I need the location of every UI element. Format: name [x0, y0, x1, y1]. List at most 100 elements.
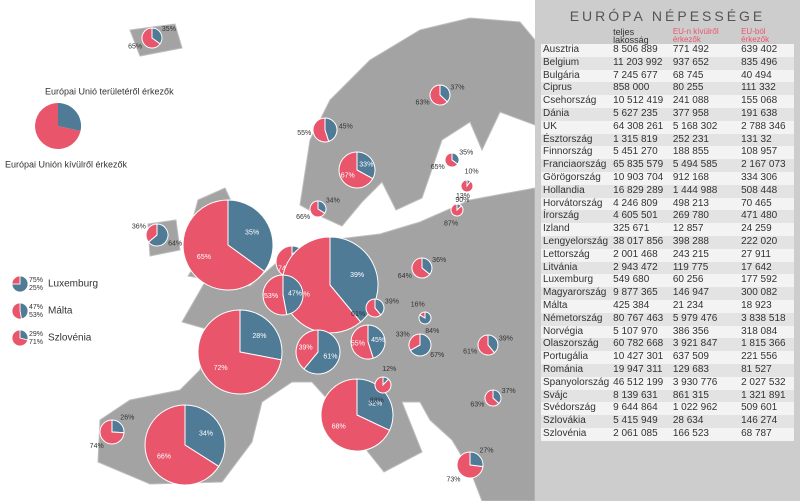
pie-slice [365, 298, 382, 318]
table-cell: 10 427 301 [613, 351, 664, 363]
table-cell: 5 415 949 [613, 415, 658, 427]
key-label: Luxemburg [48, 279, 98, 290]
table-row: Bulgária 7 245 677 68 745 40 494 [541, 69, 794, 83]
pie-label: 66% [296, 214, 310, 221]
table-cell: Észtország [543, 133, 593, 145]
pie-label: 39% [350, 272, 364, 279]
pie-slice [350, 324, 374, 360]
pie-label: 61% [463, 348, 477, 355]
table-cell: 1 315 819 [613, 133, 658, 145]
table-cell: 60 256 [672, 274, 704, 286]
table-cell: 3 930 776 [672, 376, 718, 388]
pie-label: 39% [385, 299, 399, 306]
table-cell: 177 592 [741, 274, 778, 286]
table-cell: 166 523 [672, 427, 709, 439]
table-cell: 4 605 501 [613, 210, 658, 222]
table-cell: Spanyolország [543, 376, 610, 388]
pie-label: 65% [431, 164, 445, 171]
legend-label: Európai Unión kívülről érkezők [5, 159, 128, 169]
table-cell: Belgium [543, 56, 580, 68]
table-row: Ciprus 858 000 80 255 111 332 [541, 82, 794, 96]
table-cell: 5 107 970 [613, 325, 658, 337]
pie-label: 71% [29, 339, 43, 346]
table-cell: 5 451 270 [613, 146, 658, 158]
table-cell: 81 527 [741, 363, 772, 375]
pie-slice [11, 302, 22, 320]
table-cell: 243 215 [672, 248, 709, 260]
table-cell: 858 000 [613, 82, 650, 94]
pie-slice [477, 334, 496, 356]
table: teljes lakosság EU-n kívülről érkezők EU… [541, 24, 794, 441]
pie-label: 25% [29, 285, 43, 292]
table-cell: 398 288 [672, 235, 709, 247]
pie-slice [11, 329, 29, 347]
table-row: Luxemburg 549 680 60 256 177 592 [541, 274, 794, 288]
pie-label: 88% [370, 398, 384, 405]
table-cell: 80 255 [672, 82, 704, 94]
table-row: Csehország 10 512 419 241 088 155 068 [541, 95, 794, 108]
table-cell: 835 496 [741, 56, 778, 68]
pie-label: 37% [502, 388, 516, 395]
table-cell: 8 139 631 [613, 389, 658, 401]
pie-slice [145, 223, 158, 243]
pie-slice [429, 84, 448, 106]
pie-label: 64% [168, 240, 182, 247]
table-cell: Görögország [543, 171, 601, 183]
pie-slice [295, 329, 319, 370]
pie-label: 37% [450, 84, 464, 91]
pie-label: 36% [132, 223, 146, 230]
table-row: Görögország 10 903 704 912 168 334 306 [541, 171, 794, 185]
header-row: teljes lakosság EU-n kívülről érkezők EU… [541, 24, 794, 45]
table-cell: 129 683 [672, 363, 709, 375]
table-cell: 222 020 [741, 235, 778, 247]
table-row: Magyarország 9 877 365 146 947 300 082 [541, 287, 794, 300]
pie-label: 36% [432, 257, 446, 264]
table-cell: Litvánia [543, 261, 578, 273]
pie-label: 87% [444, 221, 458, 228]
table-cell: 111 332 [741, 82, 776, 94]
table-cell: 2 943 472 [613, 261, 658, 273]
pie-label: 55% [351, 340, 365, 347]
table-row: Portugália 10 427 301 637 509 221 556 [541, 351, 794, 364]
table-cell: 549 680 [613, 274, 650, 286]
pie-label: 63% [470, 402, 484, 409]
pie-label: 45% [371, 337, 385, 344]
table-row: Franciaország 65 835 579 5 494 585 2 167 07… [541, 159, 794, 172]
table-cell: 7 245 677 [613, 69, 658, 81]
pie-label: 16% [411, 302, 425, 309]
pie-slice [239, 309, 283, 361]
pie-slice [309, 200, 326, 218]
key-label: Málta [48, 306, 73, 317]
table-cell: 2 001 468 [613, 248, 658, 260]
table-cell: 60 782 668 [613, 338, 664, 350]
table-cell: UK [543, 120, 557, 132]
table-cell: 65 835 579 [613, 159, 664, 171]
table-cell: Svájc [543, 389, 568, 401]
pie-slice [227, 199, 274, 273]
table-cell: 18 923 [741, 299, 772, 311]
pie-label: 72% [214, 365, 228, 372]
legend-pie [35, 103, 81, 149]
table-cell: 64 308 261 [613, 120, 664, 132]
table-cell: Írország [543, 210, 580, 222]
table-cell: 10 903 704 [613, 171, 664, 183]
pie-slice [147, 223, 169, 247]
title: EURÓPA NÉPESSÉGE [569, 8, 766, 24]
table-cell: Szlovákia [543, 415, 586, 427]
pie-label: 35% [459, 150, 473, 157]
pie-label: 45% [339, 124, 353, 131]
pie-label: 32% [368, 400, 382, 407]
pie-label: 39% [299, 344, 313, 351]
table-cell: 318 084 [741, 325, 778, 337]
table-cell: Portugália [543, 351, 589, 363]
table-cell: 325 671 [613, 223, 650, 235]
table-row: Svájc 8 139 631 861 315 1 321 891 [541, 389, 794, 403]
pie-label: 47% [288, 291, 302, 298]
legend-pie [58, 102, 82, 131]
table-cell: 16 829 289 [613, 184, 664, 196]
table-cell: 377 958 [672, 107, 709, 119]
table-cell: 46 512 199 [613, 376, 664, 388]
table-cell: Szlovénia [543, 427, 587, 439]
table-cell: 425 384 [613, 299, 650, 311]
table-cell: 861 315 [672, 389, 709, 401]
